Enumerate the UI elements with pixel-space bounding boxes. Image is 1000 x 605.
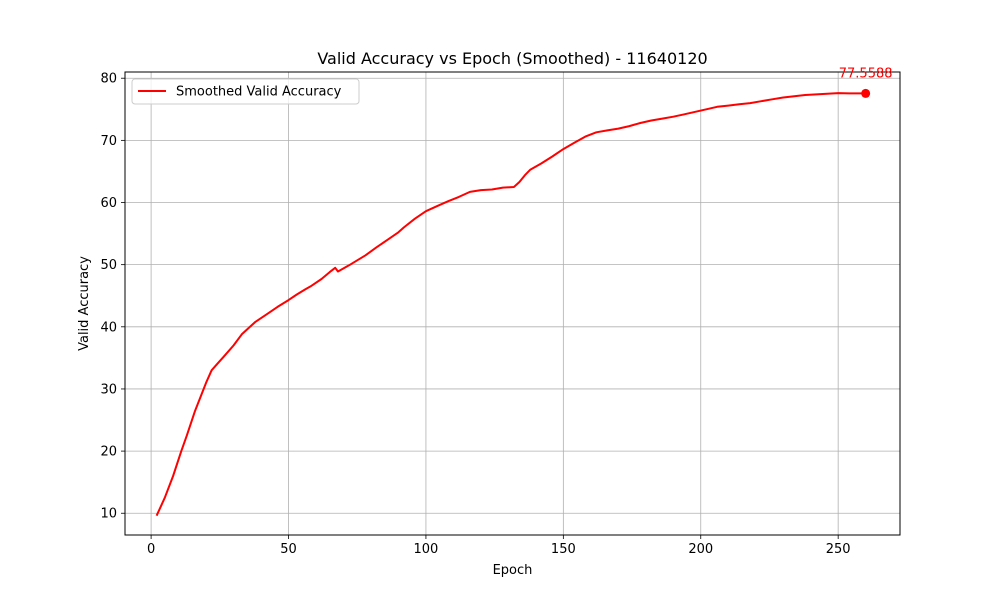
series-layer (155, 92, 866, 517)
y-tick-label: 10 (100, 507, 117, 522)
chart-title: Valid Accuracy vs Epoch (Smoothed) - 116… (317, 49, 707, 68)
annotations: 77.5588 (839, 66, 893, 98)
x-tick-label: 0 (147, 542, 155, 557)
grid-lines (125, 72, 900, 535)
axis-ticks: 0 50 100 150 200 250 10 20 30 40 50 60 70 80 (100, 72, 850, 557)
y-tick-label: 70 (100, 134, 117, 149)
y-tick-label: 20 (100, 445, 117, 460)
legend-label: Smoothed Valid Accuracy (176, 85, 342, 100)
legend-box (131, 78, 360, 105)
x-tick-label: 200 (688, 542, 713, 557)
y-tick-label: 30 (100, 382, 117, 397)
x-tick-label: 50 (280, 542, 297, 557)
x-tick-label: 150 (551, 542, 576, 557)
final-value-marker (861, 88, 871, 98)
y-tick-label: 50 (100, 258, 117, 273)
plot-frame (124, 71, 901, 536)
x-axis-label: Epoch (493, 563, 533, 578)
x-tick-label: 100 (414, 542, 439, 557)
x-tick-label: 250 (826, 542, 851, 557)
series-line (155, 92, 866, 517)
final-value-label: 77.5588 (839, 66, 893, 81)
legend: Smoothed Valid Accuracy (131, 78, 360, 105)
y-axis-label: Valid Accuracy (77, 256, 92, 351)
y-tick-label: 60 (100, 196, 117, 211)
y-tick-label: 40 (100, 320, 117, 335)
y-tick-label: 80 (100, 72, 117, 87)
